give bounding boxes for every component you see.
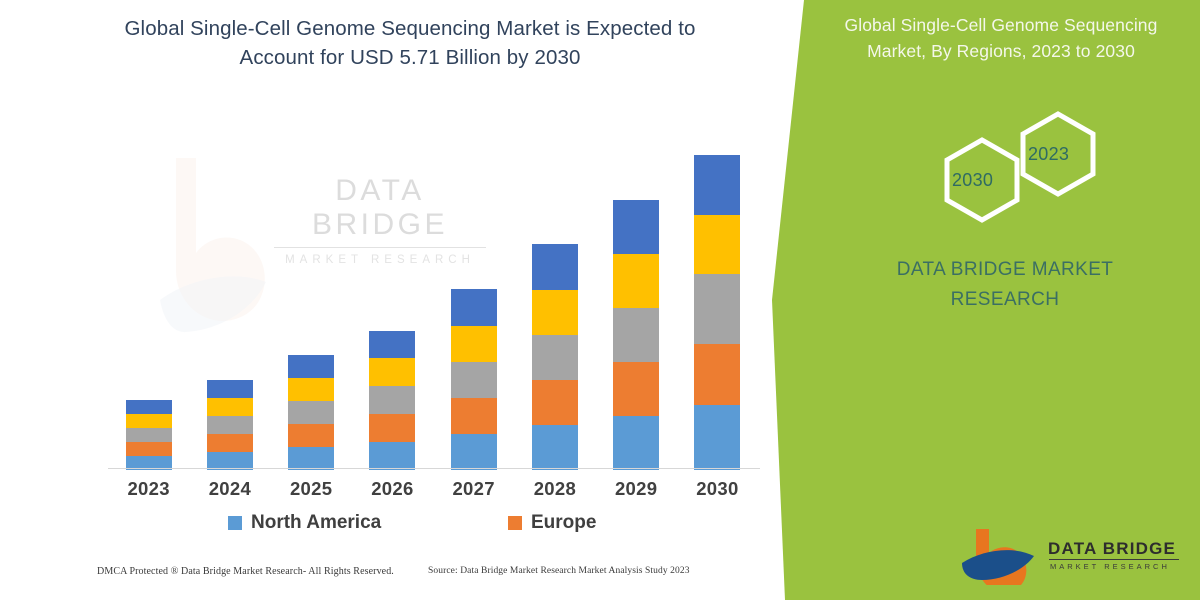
logo-text-sub: MARKET RESEARCH — [1050, 562, 1170, 571]
bar-segment — [125, 442, 172, 456]
bar-segment — [206, 434, 253, 452]
bar-segment — [288, 401, 335, 424]
bar-segment — [125, 400, 172, 414]
bar-segment — [369, 331, 416, 358]
x-axis-label-2028: 2028 — [533, 478, 577, 499]
logo-divider — [1049, 559, 1179, 560]
bar-2023[interactable] — [125, 400, 172, 470]
bar-segment — [369, 358, 416, 386]
bar-segment — [531, 425, 578, 470]
bar-2029[interactable] — [613, 200, 660, 470]
bar-segment — [369, 414, 416, 442]
bar-segment — [288, 378, 335, 401]
data-bridge-logo: DATA BRIDGE MARKET RESEARCH — [960, 527, 1185, 593]
logo-text-main: DATA BRIDGE — [1048, 539, 1177, 558]
bar-segment — [450, 362, 497, 398]
bar-segment — [125, 456, 172, 470]
legend-label: Europe — [531, 512, 597, 533]
legend-item-europe[interactable]: Europe — [508, 512, 596, 534]
bar-2028[interactable] — [531, 244, 578, 470]
x-axis-label-2029: 2029 — [614, 478, 658, 499]
bar-segment — [531, 380, 578, 425]
legend-swatch — [508, 516, 522, 530]
brand-panel: Global Single-Cell Genome Sequencing Mar… — [760, 0, 1200, 600]
hexagon-label-2023: 2023 — [1028, 144, 1070, 164]
bar-segment — [531, 335, 578, 380]
bar-segment — [288, 424, 335, 447]
bar-segment — [450, 398, 497, 434]
bar-segment — [531, 244, 578, 290]
hexagon-badges: 2030 2023 — [920, 108, 1180, 228]
bar-segment — [206, 452, 253, 470]
bar-2030[interactable] — [694, 155, 741, 470]
page-title: Global Single-Cell Genome Sequencing Mar… — [124, 17, 696, 69]
bar-chart-plot — [108, 140, 758, 470]
x-axis-label-2027: 2027 — [452, 478, 495, 499]
bar-2027[interactable] — [450, 289, 497, 470]
bar-segment — [613, 362, 660, 416]
data-bridge-b-logo-icon — [962, 529, 1034, 593]
bar-segment — [450, 289, 497, 326]
x-axis-labels: 2023 2024 2025 2026 2027 2028 2029 2030 — [108, 478, 760, 504]
bar-segment — [694, 405, 741, 470]
bar-segment — [694, 155, 741, 215]
x-axis-label-2024: 2024 — [208, 478, 252, 499]
bar-segment — [694, 274, 741, 344]
hexagon-label-2030: 2030 — [952, 170, 994, 190]
bar-segment — [694, 344, 741, 405]
bar-segment — [450, 326, 497, 362]
bar-segment — [369, 386, 416, 414]
footer: DMCA Protected ® Data Bridge Market Rese… — [0, 566, 790, 590]
footer-source: Source: Data Bridge Market Research Mark… — [428, 566, 690, 576]
bar-2025[interactable] — [288, 355, 335, 470]
x-axis-label-2025: 2025 — [289, 478, 333, 499]
bar-segment — [694, 215, 741, 274]
x-axis-label-2023: 2023 — [127, 478, 170, 499]
bar-segment — [288, 355, 335, 378]
bar-segment — [125, 428, 172, 442]
bar-segment — [125, 414, 172, 428]
bar-segment — [450, 434, 497, 470]
x-axis-label-2026: 2026 — [371, 478, 414, 499]
x-axis-label-2030: 2030 — [696, 478, 739, 499]
bar-2024[interactable] — [206, 380, 253, 470]
legend-item-north-america[interactable]: North America — [228, 512, 381, 534]
bar-segment — [613, 254, 660, 308]
chart-panel: Global Single-Cell Genome Sequencing Mar… — [0, 17, 790, 590]
chart-legend: North America Europe — [108, 512, 760, 538]
bar-segment — [613, 308, 660, 362]
bar-segment — [206, 380, 253, 398]
brand-panel-title: Global Single-Cell Genome Sequencing Mar… — [844, 15, 1158, 61]
legend-label: North America — [251, 512, 382, 533]
footer-dmca: DMCA Protected ® Data Bridge Market Rese… — [97, 566, 394, 577]
bar-segment — [613, 200, 660, 254]
legend-swatch — [228, 516, 242, 530]
hexagon-outlines-icon — [944, 111, 1096, 223]
bar-segment — [206, 398, 253, 416]
bar-segment — [531, 290, 578, 335]
bar-segment — [369, 442, 416, 470]
chart-baseline — [108, 468, 760, 469]
bar-2026[interactable] — [369, 331, 416, 470]
bar-segment — [613, 416, 660, 470]
brand-name: DATA BRIDGE MARKET RESEARCH — [896, 259, 1114, 310]
bar-segment — [206, 416, 253, 434]
bar-segment — [288, 447, 335, 470]
